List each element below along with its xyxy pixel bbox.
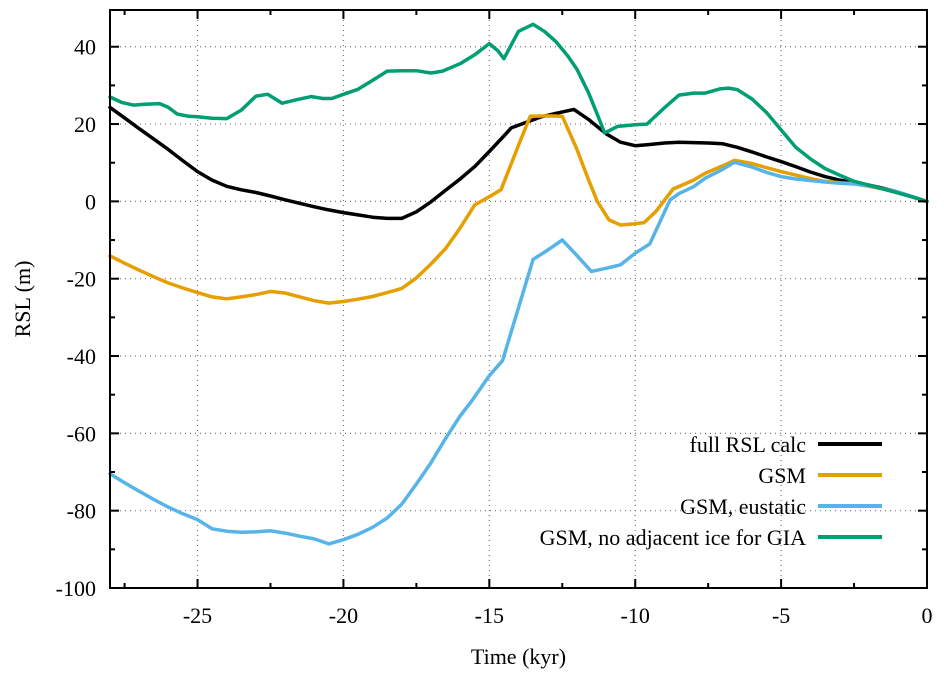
y-tick-label: -100 (56, 576, 96, 601)
series-line-gsm-no-adjacent-ice-for-gia (108, 22, 929, 204)
legend-entry: GSM, no adjacent ice for GIA (540, 525, 882, 550)
x-tick-label: -20 (329, 603, 358, 628)
legend-entry: GSM (758, 463, 882, 488)
series-line-gsm-eustatic (108, 160, 929, 546)
legend-label: GSM, no adjacent ice for GIA (540, 525, 806, 550)
x-tick-label: -5 (772, 603, 790, 628)
y-tick-label: 40 (74, 35, 96, 60)
series-line-full-rsl-calc (108, 105, 929, 221)
x-tick-label: -10 (621, 603, 650, 628)
legend-entry: GSM, eustatic (680, 494, 882, 519)
x-tick-label: -25 (183, 603, 212, 628)
legend-label: full RSL calc (690, 432, 807, 457)
gridlines (110, 10, 927, 588)
y-tick-label: -60 (67, 421, 96, 446)
y-tick-label: 20 (74, 112, 96, 137)
legend: full RSL calc GSM GSM, eustatic GSM, no adj… (540, 432, 882, 550)
legend-entry: full RSL calc (690, 432, 882, 457)
legend-label: GSM, eustatic (680, 494, 806, 519)
x-tick-label: -15 (475, 603, 504, 628)
y-tick-label: -20 (67, 267, 96, 292)
legend-label: GSM (758, 463, 806, 488)
axis-ticks (110, 10, 928, 589)
x-axis-label: Time (kyr) (471, 644, 566, 669)
plot-border (109, 9, 928, 589)
series-line-gsm (108, 114, 929, 305)
series-lines (108, 22, 929, 546)
x-tick-label: 0 (922, 603, 933, 628)
y-tick-label: 0 (85, 189, 96, 214)
y-tick-label: -40 (67, 344, 96, 369)
y-axis-label: RSL (m) (10, 261, 35, 338)
tick-labels: -25 -20 -15 -10 -5 0 40 20 0 -20 -40 -60 -80 -100 (56, 35, 933, 628)
y-tick-label: -80 (67, 499, 96, 524)
